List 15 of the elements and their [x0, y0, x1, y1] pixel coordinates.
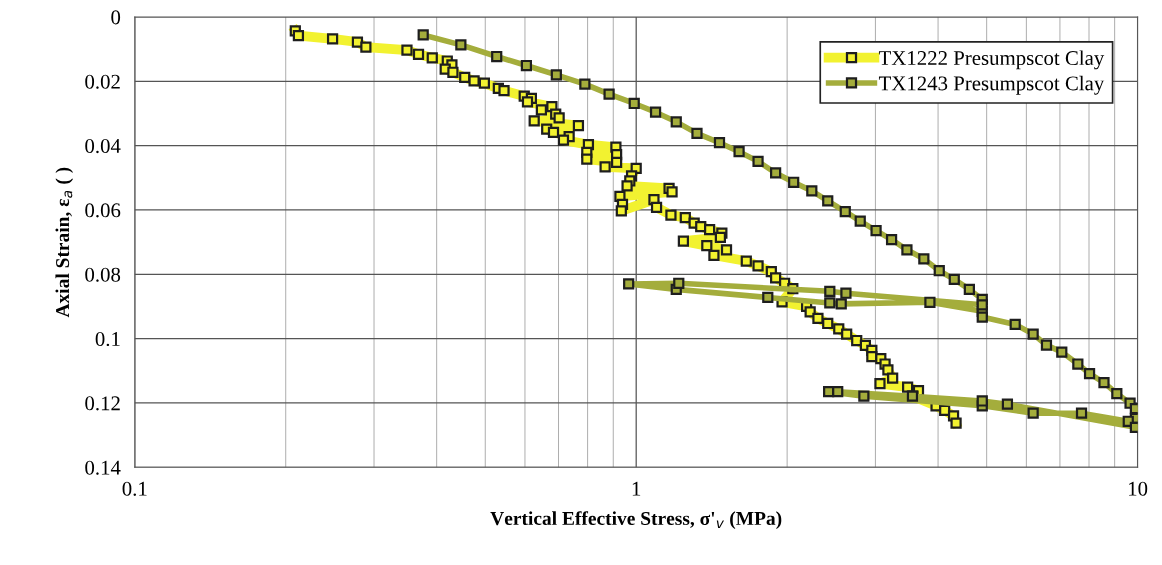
legend-label: TX1243 Presumpscot Clay	[878, 75, 1105, 95]
y-tick-label: 0	[111, 10, 121, 25]
y-tick-label: 0.12	[85, 396, 120, 411]
y-tick-label: 0.02	[85, 74, 120, 89]
y-tick-label: 0.04	[85, 138, 121, 154]
x-tick-label: 10	[1129, 481, 1148, 496]
y-axis-title: Axial Strain, ε$_{a}$ ( )	[55, 167, 74, 318]
x-tick-label: 1	[632, 481, 641, 496]
x-tick-label: 0.1	[122, 481, 147, 496]
y-tick-label: 0.1	[95, 331, 120, 347]
y-tick-label: 0.08	[85, 267, 121, 282]
y-tick-label: 0.06	[85, 203, 121, 218]
y-tick-label: 0.14	[85, 460, 121, 475]
x-axis-title: Vertical Effective Stress, σ'$_{v}$ (MPa)	[490, 511, 782, 529]
legend-label: TX1222 Presumpscot Clay	[878, 50, 1105, 70]
